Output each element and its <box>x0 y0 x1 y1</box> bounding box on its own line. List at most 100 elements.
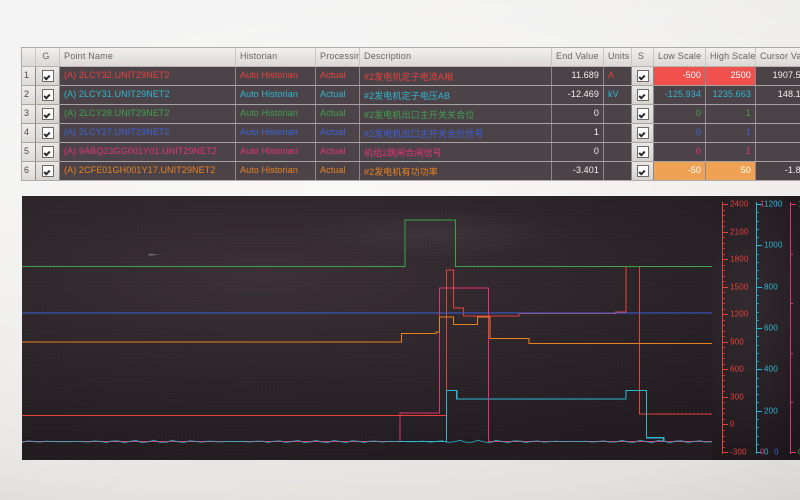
checkbox-icon[interactable] <box>41 70 54 82</box>
checkbox-icon[interactable] <box>636 108 649 120</box>
row-scale-checkbox[interactable] <box>632 162 654 180</box>
column-header-units[interactable]: Units <box>604 48 632 66</box>
trend-chart[interactable]: 2400 2100 1800 1500 1200 900 600 300 0 -300 1200 10… <box>22 196 800 460</box>
cell-historian[interactable]: Auto Historian <box>236 67 316 85</box>
table-row[interactable]: 1 (A) 2LCY32.UNIT29NET2 Auto Historian Actu… <box>22 67 800 86</box>
row-scale-checkbox[interactable] <box>632 105 654 123</box>
column-header-cursor-value[interactable]: Cursor Va <box>756 48 800 66</box>
cell-processing[interactable]: Actual <box>316 143 360 161</box>
cell-low-scale[interactable]: 0 <box>654 105 706 123</box>
checkbox-icon[interactable] <box>636 165 649 177</box>
checkbox-icon[interactable] <box>41 146 54 158</box>
axis-minor-tick <box>722 281 725 283</box>
value-axes-strip[interactable]: 2400 2100 1800 1500 1200 900 600 300 0 -300 1200 10… <box>712 196 800 460</box>
checkbox-icon[interactable] <box>636 70 649 82</box>
column-header-end-value[interactable]: End Value <box>552 48 604 66</box>
cell-processing[interactable]: Actual <box>316 162 360 180</box>
checkbox-icon[interactable] <box>636 89 649 101</box>
table-row[interactable]: 4 (A) 2LCY27.UNIT29NET2 Auto Historian Actu… <box>22 124 800 143</box>
axis-minor-tick <box>722 303 725 305</box>
checkbox-icon[interactable] <box>41 89 54 101</box>
axis-tick-label: 0 <box>764 447 769 457</box>
cell-point-name[interactable]: (A) 9ABQ23GG001Y01.UNIT29NET2 <box>60 143 236 161</box>
cell-high-scale[interactable]: 1 <box>706 143 756 161</box>
point-list-table[interactable]: G Point Name Historian Processing Descri… <box>22 48 800 180</box>
cell-historian[interactable]: Auto Historian <box>236 143 316 161</box>
checkbox-icon[interactable] <box>41 165 54 177</box>
cell-high-scale[interactable]: 1 <box>706 124 756 142</box>
row-scale-checkbox[interactable] <box>632 143 654 161</box>
cell-units: kV <box>604 86 632 104</box>
cell-point-name[interactable]: (A) 2LCY27.UNIT29NET2 <box>60 124 236 142</box>
axis-minor-tick <box>722 385 725 387</box>
cell-processing[interactable]: Actual <box>316 67 360 85</box>
axis-tick-label: 1 <box>798 200 800 209</box>
checkbox-icon[interactable] <box>636 146 649 158</box>
column-header-low-scale[interactable]: Low Scale <box>654 48 706 66</box>
row-graph-checkbox[interactable] <box>36 86 60 104</box>
axis-tick-label: 600 <box>764 323 778 333</box>
column-header-description[interactable]: Description <box>360 48 552 66</box>
cell-high-scale[interactable]: 50 <box>706 162 756 180</box>
axis-tick-label: 1200 <box>730 309 749 319</box>
table-row[interactable]: 5 (A) 9ABQ23GG001Y01.UNIT29NET2 Auto Histo… <box>22 143 800 162</box>
trend-plot-area[interactable] <box>22 196 712 460</box>
table-row[interactable]: 2 (A) 2LCY31.UNIT29NET2 Auto Historian Actu… <box>22 86 800 105</box>
cell-historian[interactable]: Auto Historian <box>236 124 316 142</box>
row-graph-checkbox[interactable] <box>36 67 60 85</box>
row-scale-checkbox[interactable] <box>632 86 654 104</box>
trace-e0356f <box>22 287 712 443</box>
cell-point-name[interactable]: (A) 2CFE01GH001Y17.UNIT29NET2 <box>60 162 236 180</box>
cell-historian[interactable]: Auto Historian <box>236 105 316 123</box>
row-graph-checkbox[interactable] <box>36 105 60 123</box>
cell-description[interactable]: #2发电机出口主开关合位信号 <box>360 124 552 142</box>
axis-minor-tick <box>722 430 725 431</box>
cell-processing[interactable]: Actual <box>316 124 360 142</box>
cell-low-scale[interactable]: 0 <box>654 143 706 161</box>
checkbox-icon[interactable] <box>636 127 649 139</box>
axis-tick-label: 800 <box>764 282 778 292</box>
cell-low-scale[interactable]: -500 <box>654 67 706 85</box>
row-graph-checkbox[interactable] <box>36 143 60 161</box>
column-header-g[interactable]: G <box>36 48 60 66</box>
cell-description[interactable]: 机组2跳闸合闸信号 <box>360 143 552 161</box>
cell-high-scale[interactable]: 1235.663 <box>706 86 756 104</box>
cell-point-name[interactable]: (A) 2LCY31.UNIT29NET2 <box>60 86 236 104</box>
cell-low-scale[interactable]: -125.934 <box>654 86 706 104</box>
column-header-s[interactable]: S <box>632 48 654 66</box>
column-header-point-name[interactable]: Point Name <box>60 48 236 66</box>
column-header-historian[interactable]: Historian <box>236 48 316 66</box>
cell-description[interactable]: #2发电机定子电流A相 <box>360 67 552 85</box>
checkbox-icon[interactable] <box>41 127 54 139</box>
column-header-rownum[interactable] <box>22 48 36 66</box>
checkbox-icon[interactable] <box>41 108 54 120</box>
axis-tick-label: 2100 <box>730 227 749 237</box>
cell-low-scale[interactable]: -50 <box>654 162 706 180</box>
cell-description[interactable]: #2发电机有功功率 <box>360 162 552 180</box>
table-row[interactable]: 3 (A) 2LCY28.UNIT29NET2 Auto Historian Actu… <box>22 105 800 124</box>
cell-end-value: 1 <box>552 124 604 142</box>
axis-tick <box>756 286 762 288</box>
axis-tick <box>722 424 728 426</box>
cell-low-scale[interactable]: 0 <box>654 124 706 142</box>
cell-description[interactable]: #2发电机出口主开关关合位 <box>360 105 552 123</box>
column-header-processing[interactable]: Processing <box>316 48 360 66</box>
row-scale-checkbox[interactable] <box>632 124 654 142</box>
cell-high-scale[interactable]: 2500 <box>706 67 756 85</box>
cell-processing[interactable]: Actual <box>316 105 360 123</box>
cell-historian[interactable]: Auto Historian <box>236 162 316 180</box>
row-graph-checkbox[interactable] <box>36 124 60 142</box>
row-scale-checkbox[interactable] <box>632 67 654 85</box>
cell-description[interactable]: #2发电机定子电压AB <box>360 86 552 104</box>
axis-tick <box>790 204 796 205</box>
cell-historian[interactable]: Auto Historian <box>236 86 316 104</box>
cell-point-name[interactable]: (A) 2LCY32.UNIT29NET2 <box>60 67 236 85</box>
cell-point-name[interactable]: (A) 2LCY28.UNIT29NET2 <box>60 105 236 123</box>
column-header-high-scale[interactable]: High Scale <box>706 48 756 66</box>
axis-minor-tick <box>756 228 759 230</box>
table-row[interactable]: 6 (A) 2CFE01GH001Y17.UNIT29NET2 Auto Histo… <box>22 162 800 180</box>
row-graph-checkbox[interactable] <box>36 162 60 180</box>
cell-high-scale[interactable]: 1 <box>706 105 756 123</box>
cell-processing[interactable]: Actual <box>316 86 360 104</box>
axis-minor-tick <box>722 220 725 222</box>
